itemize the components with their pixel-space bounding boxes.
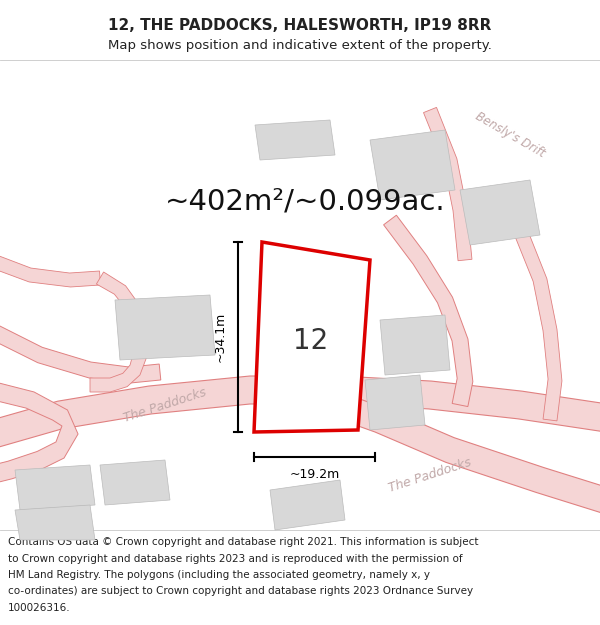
Text: co-ordinates) are subject to Crown copyright and database rights 2023 Ordnance S: co-ordinates) are subject to Crown copyr… bbox=[8, 586, 473, 596]
Polygon shape bbox=[270, 480, 345, 530]
Text: The Paddocks: The Paddocks bbox=[122, 386, 208, 424]
Text: ~34.1m: ~34.1m bbox=[214, 312, 227, 362]
Bar bbox=[0, 60, 600, 530]
Text: 100026316.: 100026316. bbox=[8, 603, 71, 613]
Text: 12, THE PADDOCKS, HALESWORTH, IP19 8RR: 12, THE PADDOCKS, HALESWORTH, IP19 8RR bbox=[109, 18, 491, 32]
Text: Bensly's Drift: Bensly's Drift bbox=[473, 110, 547, 160]
Polygon shape bbox=[514, 228, 562, 421]
Text: The Paddocks: The Paddocks bbox=[387, 456, 473, 494]
Polygon shape bbox=[0, 323, 161, 383]
Polygon shape bbox=[370, 130, 455, 200]
Polygon shape bbox=[15, 505, 95, 540]
Polygon shape bbox=[100, 460, 170, 505]
Polygon shape bbox=[254, 242, 370, 432]
Polygon shape bbox=[383, 215, 473, 407]
Text: ~19.2m: ~19.2m bbox=[289, 469, 340, 481]
Text: to Crown copyright and database rights 2023 and is reproduced with the permissio: to Crown copyright and database rights 2… bbox=[8, 554, 463, 564]
Text: ~402m²/~0.099ac.: ~402m²/~0.099ac. bbox=[164, 188, 445, 216]
Polygon shape bbox=[460, 180, 540, 245]
Polygon shape bbox=[255, 120, 335, 160]
Polygon shape bbox=[0, 254, 100, 287]
Polygon shape bbox=[380, 315, 450, 375]
Text: 12: 12 bbox=[293, 327, 329, 355]
Polygon shape bbox=[305, 382, 600, 518]
Polygon shape bbox=[115, 295, 215, 360]
Polygon shape bbox=[0, 376, 600, 449]
Polygon shape bbox=[365, 375, 425, 430]
Polygon shape bbox=[0, 381, 78, 484]
Text: Map shows position and indicative extent of the property.: Map shows position and indicative extent… bbox=[108, 39, 492, 51]
Polygon shape bbox=[424, 107, 472, 261]
Text: Contains OS data © Crown copyright and database right 2021. This information is : Contains OS data © Crown copyright and d… bbox=[8, 537, 479, 547]
Polygon shape bbox=[90, 272, 147, 392]
Text: HM Land Registry. The polygons (including the associated geometry, namely x, y: HM Land Registry. The polygons (includin… bbox=[8, 570, 430, 580]
Polygon shape bbox=[15, 465, 95, 510]
